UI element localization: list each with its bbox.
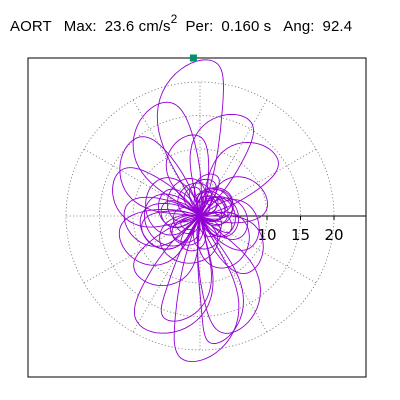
peak-marker [189,54,197,62]
trace-loop-21 [196,211,250,269]
trace-loop-2 [133,215,214,334]
trace-loop-6 [119,136,201,217]
trace-loop-43 [170,214,201,243]
trace-loop-38 [199,196,236,237]
trace-loop-5 [189,113,255,217]
trace-loop-36 [166,178,207,223]
peak-marker-layer [189,54,197,62]
trace-loop-12 [199,176,269,224]
trace-loop-42 [157,188,201,228]
chart-header: AORT Max: 23.6 cm/s2 Per: 0.160 s Ang: 92.4 [10,12,353,38]
trace-loop-50 [194,201,211,217]
trace-loop-0 [156,59,224,217]
max-label: Max: [63,18,97,35]
trace-loop-34 [193,173,220,217]
trace-loop-15 [197,215,244,345]
trace-loop-17 [123,196,201,247]
per-value: 0.160 s [221,18,272,35]
trace-loop-48 [198,211,222,238]
trace-loop-45 [141,210,201,250]
per-label: Per: [185,18,214,35]
channel-label: AORT [10,18,52,35]
max-value: 23.6 [104,18,135,35]
trace-loop-8 [112,167,201,228]
r-tick-label-15: 15 [291,226,310,244]
trace-loop-51 [180,215,207,252]
trace-loop-7 [199,141,279,217]
r-tick-label-10: 10 [257,226,276,244]
ang-label: Ang: [283,18,315,35]
trace-loop-14 [165,134,210,217]
max-unit-exponent: 2 [170,12,178,26]
trace-loop-41 [199,196,240,238]
ang-value: 92.4 [322,18,353,35]
r-tick-label-20: 20 [324,226,343,244]
trace-loop-46 [193,215,222,250]
trace-loop-27 [199,211,233,234]
max-unit: cm/s [138,18,171,35]
trace-loop-40 [177,182,213,217]
trace-loop-31 [195,190,226,223]
polar-trace [112,59,279,363]
trace-loop-9 [118,208,201,266]
trace-loop-4 [132,101,202,217]
trace-loop-13 [160,215,212,322]
trace-loop-1 [173,215,240,363]
trace-loop-23 [145,177,201,236]
